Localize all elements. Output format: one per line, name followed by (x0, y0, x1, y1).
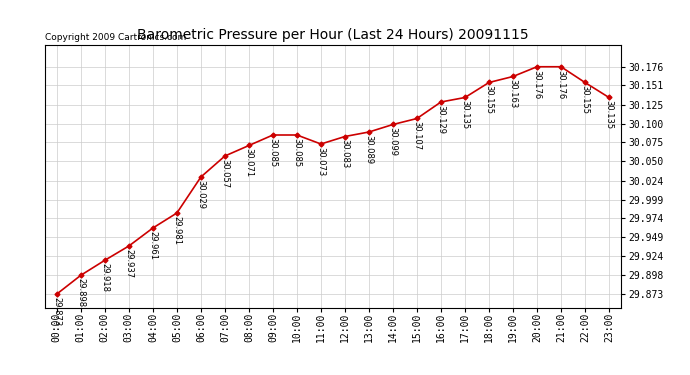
Text: 30.176: 30.176 (533, 69, 542, 99)
Text: 30.071: 30.071 (244, 148, 253, 177)
Text: 30.057: 30.057 (220, 159, 229, 188)
Text: 30.176: 30.176 (556, 69, 566, 99)
Text: 30.089: 30.089 (364, 135, 373, 164)
Text: 30.085: 30.085 (293, 138, 302, 167)
Text: 30.083: 30.083 (340, 139, 349, 168)
Text: 30.085: 30.085 (268, 138, 277, 167)
Text: 30.129: 30.129 (437, 105, 446, 134)
Title: Barometric Pressure per Hour (Last 24 Hours) 20091115: Barometric Pressure per Hour (Last 24 Ho… (137, 28, 529, 42)
Text: 29.961: 29.961 (148, 231, 157, 260)
Text: 30.155: 30.155 (580, 85, 589, 114)
Text: 30.073: 30.073 (317, 147, 326, 176)
Text: 30.029: 30.029 (197, 180, 206, 209)
Text: 29.898: 29.898 (77, 278, 86, 307)
Text: 30.099: 30.099 (388, 127, 397, 156)
Text: 30.163: 30.163 (509, 79, 518, 108)
Text: Copyright 2009 Cartronics.com: Copyright 2009 Cartronics.com (45, 33, 186, 42)
Text: 29.873: 29.873 (52, 297, 61, 326)
Text: 30.155: 30.155 (484, 85, 493, 114)
Text: 30.135: 30.135 (460, 100, 469, 129)
Text: 30.107: 30.107 (413, 121, 422, 150)
Text: 29.918: 29.918 (100, 263, 110, 292)
Text: 30.135: 30.135 (604, 100, 613, 129)
Text: 29.937: 29.937 (124, 249, 133, 278)
Text: 29.981: 29.981 (172, 216, 181, 245)
